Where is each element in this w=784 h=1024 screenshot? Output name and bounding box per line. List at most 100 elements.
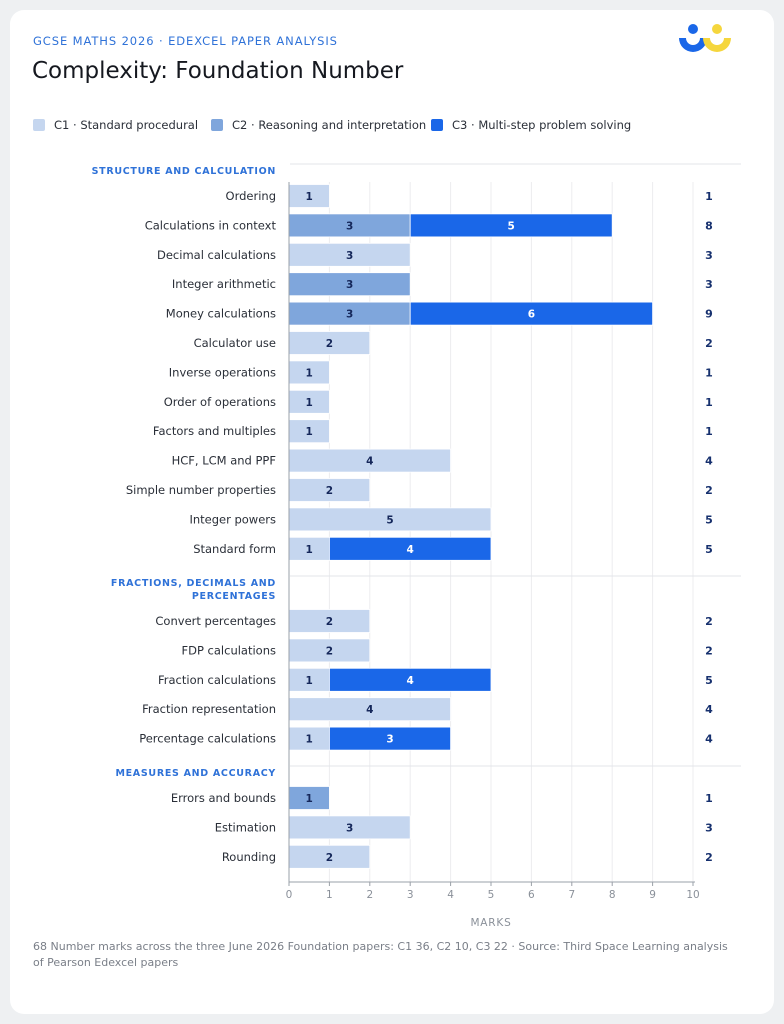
bar-value-money-calculations-c3: 6 [528, 309, 535, 321]
bar-value-fraction-calculations-c3: 4 [407, 675, 414, 687]
row-label-errors-and-bounds: Errors and bounds [171, 791, 276, 805]
row-label-simple-number-properties: Simple number properties [126, 483, 276, 497]
row-label-inverse-operations: Inverse operations [169, 365, 276, 379]
third-space-learning-logo-icon [679, 24, 731, 52]
row-label-integer-powers: Integer powers [189, 512, 276, 526]
row-total-convert-percentages: 2 [705, 615, 713, 628]
x-tick-label-8: 8 [609, 889, 616, 901]
row-total-inverse-operations: 1 [705, 366, 713, 379]
bar-value-hcf-lcm-and-ppf-c1: 4 [366, 456, 373, 468]
bar-value-integer-powers-c1: 5 [386, 514, 393, 526]
section-label-measures-and-accuracy: MEASURES AND ACCURACY [115, 768, 276, 779]
row-total-calculations-in-context: 8 [705, 219, 713, 232]
row-label-fdp-calculations: FDP calculations [182, 643, 277, 657]
row-label-fraction-representation: Fraction representation [142, 702, 276, 716]
x-tick-label-9: 9 [649, 889, 656, 901]
row-total-decimal-calculations: 3 [705, 249, 713, 262]
legend-swatch-c3 [431, 119, 443, 131]
row-label-percentage-calculations: Percentage calculations [139, 732, 276, 746]
x-tick-label-5: 5 [488, 889, 495, 901]
row-label-factors-and-multiples: Factors and multiples [153, 424, 276, 438]
bar-value-ordering-c1: 1 [306, 191, 313, 203]
bar-value-fraction-representation-c1: 4 [366, 704, 373, 716]
bar-value-calculator-use-c1: 2 [326, 338, 333, 350]
row-total-integer-powers: 5 [705, 513, 713, 526]
legend-item-c1: C1 · Standard procedural [33, 118, 198, 132]
bar-value-calculations-in-context-c2: 3 [346, 220, 353, 232]
bar-value-estimation-c1: 3 [346, 822, 353, 834]
row-total-money-calculations: 9 [705, 308, 713, 321]
bar-value-convert-percentages-c1: 2 [326, 616, 333, 628]
bar-value-fraction-calculations-c1: 1 [306, 675, 313, 687]
bar-value-simple-number-properties-c1: 2 [326, 485, 333, 497]
bar-value-money-calculations-c2: 3 [346, 309, 353, 321]
bar-value-order-of-operations-c1: 1 [306, 397, 313, 409]
row-label-order-of-operations: Order of operations [164, 395, 276, 409]
bar-value-inverse-operations-c1: 1 [306, 367, 313, 379]
row-total-percentage-calculations: 4 [705, 733, 713, 746]
x-tick-label-3: 3 [407, 889, 414, 901]
row-label-estimation: Estimation [215, 820, 276, 834]
bar-money-calculations-c3 [409, 301, 654, 326]
section-label-structure-and-calculation: STRUCTURE AND CALCULATION [92, 166, 276, 177]
x-tick-label-0: 0 [286, 889, 293, 901]
row-total-integer-arithmetic: 3 [705, 278, 713, 291]
bar-percentage-calculations-c3 [328, 726, 451, 751]
x-axis-title: MARKS [470, 917, 511, 929]
chart-title: Complexity: Foundation Number [32, 58, 404, 84]
row-label-standard-form: Standard form [193, 542, 276, 556]
row-total-rounding: 2 [705, 851, 713, 864]
bar-value-calculations-in-context-c3: 5 [508, 220, 515, 232]
section-label-fractions-decimals-and-percentages-line-1: FRACTIONS, DECIMALS AND [111, 578, 276, 589]
bar-value-decimal-calculations-c1: 3 [346, 250, 353, 262]
section-label-fractions-decimals-and-percentages-line-2: PERCENTAGES [192, 591, 276, 602]
row-total-calculator-use: 2 [705, 337, 713, 350]
x-tick-label-4: 4 [447, 889, 454, 901]
row-total-ordering: 1 [705, 190, 713, 203]
bar-value-percentage-calculations-c3: 3 [386, 734, 393, 746]
bar-value-factors-and-multiples-c1: 1 [306, 426, 313, 438]
row-total-estimation: 3 [705, 821, 713, 834]
x-tick-label-7: 7 [568, 889, 575, 901]
legend-item-c2: C2 · Reasoning and interpretation [211, 118, 426, 132]
row-total-errors-and-bounds: 1 [705, 792, 713, 805]
bar-value-fdp-calculations-c1: 2 [326, 645, 333, 657]
bar-value-standard-form-c1: 1 [306, 544, 313, 556]
row-label-calculator-use: Calculator use [194, 336, 276, 350]
legend-label-c3: C3 · Multi-step problem solving [452, 118, 632, 132]
row-total-hcf-lcm-and-ppf: 4 [705, 455, 713, 468]
bar-standard-form-c3 [328, 536, 492, 561]
legend-label-c1: C1 · Standard procedural [54, 118, 199, 132]
legend-swatch-c2 [211, 119, 223, 131]
x-tick-label-6: 6 [528, 889, 535, 901]
bar-fraction-calculations-c3 [328, 667, 492, 692]
row-label-calculations-in-context: Calculations in context [145, 218, 277, 232]
row-total-order-of-operations: 1 [705, 396, 713, 409]
row-total-fraction-calculations: 5 [705, 674, 713, 687]
legend-label-c2: C2 · Reasoning and interpretation [232, 118, 427, 132]
row-total-standard-form: 5 [705, 543, 713, 556]
row-label-hcf-lcm-and-ppf: HCF, LCM and PPF [172, 454, 276, 468]
x-tick-label-10: 10 [686, 889, 699, 901]
bar-value-standard-form-c3: 4 [407, 544, 414, 556]
bar-calculations-in-context-c3 [409, 213, 613, 238]
row-label-ordering: Ordering [226, 189, 276, 203]
x-tick-label-1: 1 [326, 889, 333, 901]
row-label-integer-arithmetic: Integer arithmetic [172, 277, 276, 291]
legend-item-c3: C3 · Multi-step problem solving [431, 118, 631, 132]
bar-value-percentage-calculations-c1: 1 [306, 734, 313, 746]
row-label-fraction-calculations: Fraction calculations [158, 673, 276, 687]
stacked-bar-chart: STRUCTURE AND CALCULATION Ordering 1 1 Calcu… [92, 163, 741, 929]
report-kicker: GCSE MATHS 2026 · EDEXCEL PAPER ANALYSIS [33, 34, 338, 48]
row-label-money-calculations: Money calculations [166, 307, 276, 321]
row-total-fdp-calculations: 2 [705, 644, 713, 657]
chart-footnote: 68 Number marks across the three June 20… [33, 940, 728, 969]
row-label-rounding: Rounding [222, 850, 276, 864]
bar-value-rounding-c1: 2 [326, 852, 333, 864]
legend-swatch-c1 [33, 119, 45, 131]
row-label-convert-percentages: Convert percentages [155, 614, 276, 628]
row-total-simple-number-properties: 2 [705, 484, 713, 497]
row-total-fraction-representation: 4 [705, 703, 713, 716]
row-total-factors-and-multiples: 1 [705, 425, 713, 438]
bar-value-integer-arithmetic-c2: 3 [346, 279, 353, 291]
